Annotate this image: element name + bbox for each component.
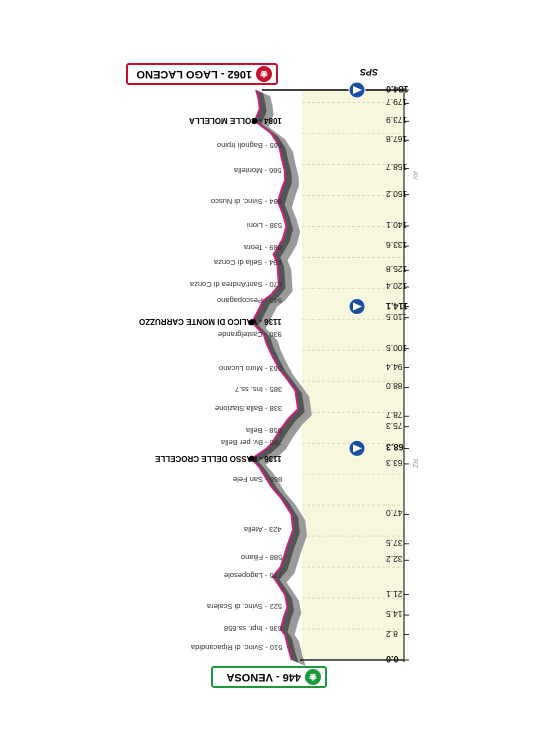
place-label: 930 - Castelgrande [218,329,282,339]
place-label: 866 - San Fele [232,475,282,485]
start-badge-icon: ❀ [305,669,321,685]
place-label: 588 - Filiano [240,552,282,562]
checkpoint-markers [348,81,366,457]
finish-badge-icon: ❀ [256,66,272,82]
finish-box: ❀ 1062 - LAGO LACENO [126,63,278,85]
km-tick-label: 100.5 [386,342,408,353]
start-label: 446 - VENOSA [226,671,301,683]
km-tick-label: 133.6 [386,240,408,251]
km-tick-label: 88.0 [386,381,403,392]
place-label: 423 - Atella [244,524,282,534]
place-label: 385 - Ins. ss.7 [234,385,282,395]
place-label: 636 - Inpr. ss.658 [224,624,282,634]
summit-dot [248,455,255,462]
place-label: 1136 - VALICO DI MONTE CARRUZZO [139,317,282,327]
km-tick-label: 14.5 [386,609,403,620]
km-tick-label: 167.8 [386,134,408,145]
sprint-label: SPS [360,67,379,77]
km-ticks [404,89,409,661]
place-label: 663 - Muro Lucano [219,363,282,373]
profile-side-shadow [258,93,312,666]
place-label: 1136 - PASSO DELLE CROCELLE [155,453,282,463]
km-tick-label: 94.4 [386,361,403,372]
km-tick-label: 21.1 [386,588,403,599]
place-label: 694 - Sella di Conza [214,258,282,268]
km-tick-label: 125.8 [386,264,408,275]
place-label: 786 - Bv. per Bella [220,438,282,448]
grid-lines [302,102,404,630]
checkpoint-arrow-glyph [353,86,362,94]
place-label: 522 - Svinc. di Scalera [206,602,282,612]
place-label: 684 - Svinc. di Nusco [211,196,282,206]
km-tick-label: 37.5 [386,537,403,548]
km-tick-label: 110.5 [386,311,407,322]
finish-label: 1062 - LAGO LACENO [136,68,252,80]
side-letter-bottom: RZ [411,458,419,469]
place-label: 658 - Bella [246,425,282,435]
side-letter-top: AV [410,171,418,180]
km-tick-label: 78.7 [386,410,403,421]
profile-top-face [251,90,305,663]
km-tick-label: 75.3 [386,420,403,431]
place-label: 338 - Balla Stazione [214,404,282,414]
km-tick-label: 184.0 [386,84,409,94]
km-tick-label: 140.1 [386,219,408,230]
place-label: 670 - Sant'Andrea di Conza [190,280,282,290]
place-label: 665 - Bagnoli Irpino [216,140,282,150]
km-tick-label: 179.7 [386,97,408,108]
km-tick-label: 0.0 [386,654,399,664]
checkpoint-arrow-glyph [353,444,362,453]
place-label: 689 - Teora [244,242,282,252]
km-tick-label: 63.3 [386,457,403,468]
place-label: 1084 - COLLE MOLELLA [189,115,282,125]
place-label: 940 - Pescopagano [216,295,282,305]
checkpoint-arrow-glyph [353,302,362,311]
summit-dot [251,117,258,124]
place-label: 538 - Lioni [246,221,282,231]
km-tick-label: 158.7 [386,162,408,173]
profile-background [302,90,404,660]
km-tick-label: 8.2 [386,628,398,639]
km-tick-label: 32.2 [386,554,403,565]
profile-route-line [250,89,299,661]
km-tick-label: 150.2 [386,188,408,199]
start-box: ❀ 446 - VENOSA [211,666,327,688]
place-label: 566 - Montella [234,165,282,175]
km-tick-label: 114.1 [386,300,409,311]
km-tick-label: 47.0 [386,508,403,519]
km-tick-label: 120.4 [386,281,408,292]
summit-dot [248,319,255,326]
place-label: 775 - Lagopesole [224,571,282,581]
km-tick-label: 68.3 [386,442,404,453]
km-tick-label: 173.9 [386,115,408,126]
place-label: 510 - Svinc. di Ripacandida [190,642,282,652]
summit-dots [248,117,258,462]
